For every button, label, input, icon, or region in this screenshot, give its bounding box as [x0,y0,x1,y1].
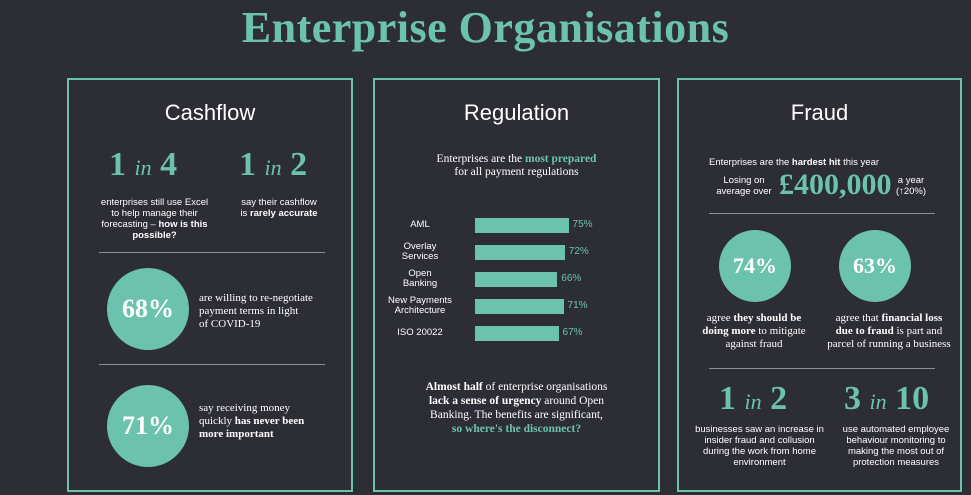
fraud-amount: £400,000 [779,168,892,201]
fraud-ratio-3-in-10: 3 in 10 [844,380,930,417]
cashflow-stat3-text: are willing to re-negotiate payment term… [199,292,313,330]
fraud-year-text: a year (↑20%) [895,175,927,197]
fraud-stat4-text: use automated employee behaviour monitor… [842,424,950,468]
stat-circle-74: 74% [719,230,791,302]
fraud-panel: Fraud Enterprises are the hardest hit th… [677,78,962,492]
bar [475,299,564,314]
cashflow-stat1-text: enterprises still use Excel to help mana… [100,197,209,241]
bar [475,245,565,260]
divider [709,213,935,214]
divider [99,364,325,365]
bar-value-label: 72% [568,246,589,257]
cashflow-ratio-1-in-2: 1 in 2 [239,146,308,183]
regulation-panel: Regulation Enterprises are the most prep… [373,78,660,492]
divider [709,368,935,369]
bar-category-label: Overlay Services [401,241,439,262]
stat-circle-68: 68% [107,268,189,350]
cashflow-stat4-text: say receiving money quickly has never be… [199,402,305,440]
bar-value-label: 71% [567,300,588,311]
fraud-stat3-text: businesses saw an increase in insider fr… [695,424,824,468]
stat-circle-63: 63% [839,230,911,302]
ratio-in: in [134,155,152,180]
fraud-intro: Enterprises are the hardest hit this yea… [709,157,880,168]
bar [475,326,559,341]
cashflow-panel: Cashflow 1 in 4 enterprises still use Ex… [67,78,353,492]
cashflow-title: Cashflow [164,100,256,125]
bar [475,218,569,233]
fraud-stat2-text: agree that financial loss due to fraud i… [827,312,951,350]
regulation-intro: Enterprises are the most prepared for al… [436,153,597,178]
regulation-outro: Almost half of enterprise organisations … [425,381,608,435]
fraud-title: Fraud [790,100,849,125]
cashflow-stat2-text: say their cashflow is rarely accurate [240,197,318,219]
regulation-title: Regulation [463,100,570,125]
stat-circle-71: 71% [107,385,189,467]
bar-value-label: 66% [561,273,582,284]
bar [475,272,558,287]
cashflow-ratio-1-in-4: 1 in 4 [109,146,177,184]
divider [99,252,325,253]
bar-value-label: 67% [562,327,583,338]
bar-category-label: New Payments Architecture [388,295,452,316]
fraud-ratio-1-in-2: 1 in 2 [719,380,788,417]
bar-category-label: Open Banking [402,268,438,289]
ratio-num: 1 [109,146,126,183]
ratio-den: 4 [160,146,178,183]
fraud-losing-text: Losing on average over [716,175,772,197]
bar-category-label: ISO 20022 [397,327,443,338]
bar-value-label: 75% [572,219,593,230]
fraud-stat1-text: agree they should be doing more to mitig… [702,312,806,350]
bar-category-label: AML [410,219,430,230]
regulation-bar-chart: AML 75% Overlay Services 72% Open Banking 66% Ne… [375,80,658,490]
page-title: Enterprise Organisations [241,3,730,52]
